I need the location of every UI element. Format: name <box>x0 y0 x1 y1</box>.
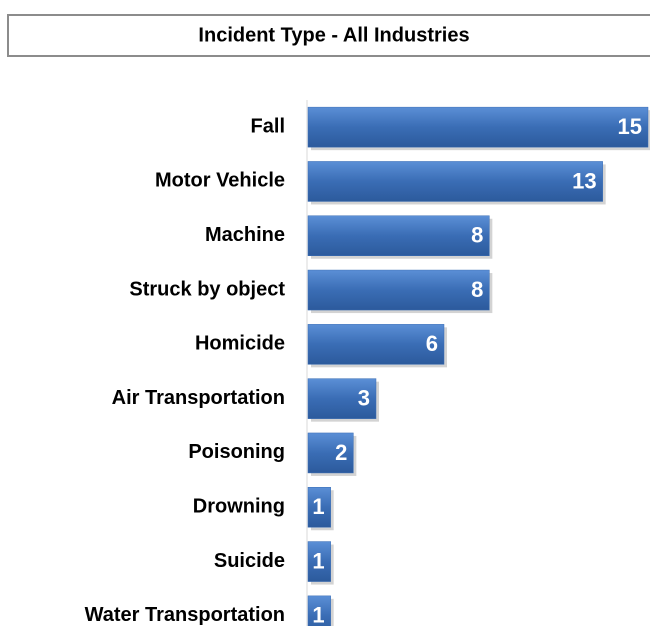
category-label: Suicide <box>214 550 285 572</box>
chart-title: Incident Type - All Industries <box>198 24 469 46</box>
bar <box>307 324 445 365</box>
value-label: 3 <box>358 385 370 410</box>
value-label: 1 <box>312 494 324 519</box>
bar <box>307 106 649 148</box>
category-label: Struck by object <box>129 278 285 300</box>
value-label: 13 <box>572 168 596 193</box>
bar <box>307 215 490 256</box>
value-label: 1 <box>312 603 324 626</box>
bar <box>307 541 331 582</box>
bar <box>307 487 331 528</box>
value-label: 8 <box>471 277 483 302</box>
category-label: Homicide <box>195 333 285 355</box>
bar <box>307 595 331 626</box>
category-label: Motor Vehicle <box>155 170 285 192</box>
category-label: Water Transportation <box>85 604 285 626</box>
category-label: Air Transportation <box>112 387 285 409</box>
title-box <box>7 14 650 57</box>
value-label: 2 <box>335 440 347 465</box>
value-label: 15 <box>618 114 642 139</box>
category-label: Drowning <box>193 496 285 518</box>
value-label: 6 <box>426 331 438 356</box>
value-label: 1 <box>312 548 324 573</box>
category-label: Poisoning <box>188 441 285 463</box>
category-label: Fall <box>251 115 285 137</box>
value-label: 8 <box>471 223 483 248</box>
bar <box>307 161 603 202</box>
bar <box>307 378 377 419</box>
bar <box>307 432 354 474</box>
bar <box>307 269 490 311</box>
category-label: Machine <box>205 224 285 246</box>
